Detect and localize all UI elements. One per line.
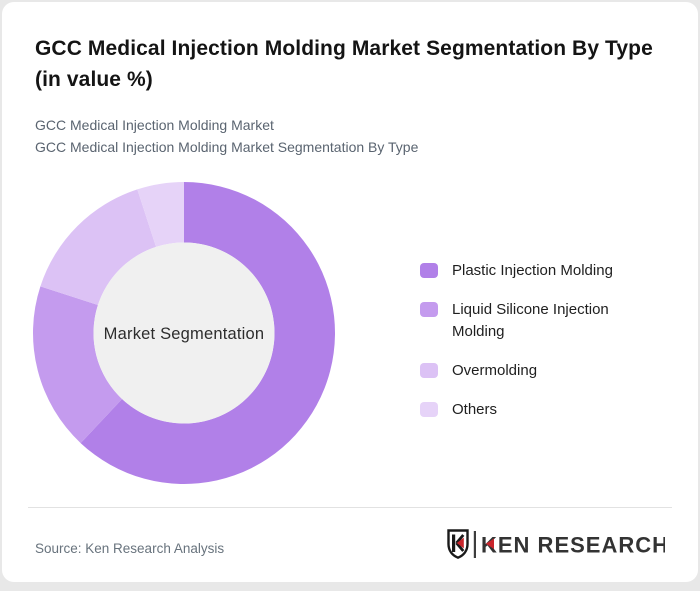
pie-slice-others[interactable] — [137, 182, 184, 247]
pie-slice-plastic-injection-molding[interactable] — [80, 182, 336, 484]
chart-subtitle: GCC Medical Injection Molding Market GCC… — [35, 115, 675, 158]
chart-card: GCC Medical Injection Molding Market Seg… — [2, 2, 698, 582]
logo-separator — [473, 531, 476, 558]
legend-swatch-icon — [420, 402, 438, 417]
legend-item-others[interactable]: Others — [420, 399, 660, 421]
legend-label: Liquid Silicone Injection Molding — [452, 301, 609, 340]
legend-swatch-icon — [420, 263, 438, 278]
legend-item-liquid-silicone-injection-molding[interactable]: Liquid Silicone Injection Molding — [420, 299, 660, 343]
pie-slice-liquid-silicone-injection-molding[interactable] — [33, 286, 123, 444]
donut-chart: Market Segmentation — [33, 182, 336, 484]
logo-wordmark-red-triangle-icon — [485, 538, 494, 549]
footer-divider — [28, 507, 672, 508]
subtitle-line-2: GCC Medical Injection Molding Market Seg… — [35, 138, 419, 155]
page-title: GCC Medical Injection Molding Market Seg… — [35, 37, 653, 91]
legend-swatch-icon — [420, 363, 438, 378]
legend-label: Overmolding — [452, 362, 538, 379]
donut-center-label: Market Segmentation — [104, 325, 265, 343]
legend-label: Plastic Injection Molding — [452, 262, 613, 279]
legend-item-overmolding[interactable]: Overmolding — [420, 360, 660, 382]
legend-item-plastic-injection-molding[interactable]: Plastic Injection Molding — [420, 260, 660, 282]
ken-research-logo: KEN RESEARCH — [447, 529, 665, 559]
logo-shield-icon — [447, 529, 469, 559]
pie-slice-overmolding[interactable] — [40, 189, 157, 306]
legend-swatch-icon — [420, 302, 438, 317]
logo-shield-red-triangle-icon — [456, 537, 464, 549]
donut-center-circle — [93, 242, 275, 424]
logo-wordmark: KEN RESEARCH — [481, 533, 665, 558]
subtitle-line-1: GCC Medical Injection Molding Market — [35, 117, 274, 133]
source-text: Source: Ken Research Analysis — [35, 541, 225, 556]
legend-label: Others — [452, 401, 498, 418]
chart-legend: Plastic Injection Molding Liquid Silicone… — [420, 260, 660, 421]
